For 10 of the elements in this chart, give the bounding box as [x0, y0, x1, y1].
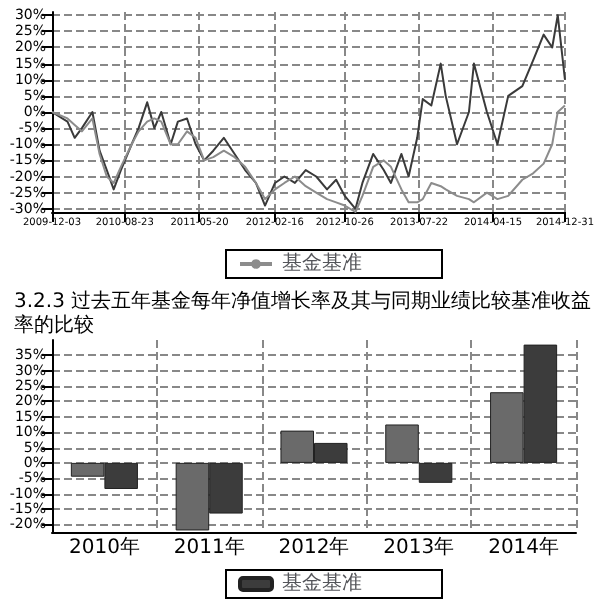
chart-title: 3.2.3 过去五年基金每年净值增长率及其与同期业绩比较基准收益率的比较: [14, 289, 592, 337]
x-tick-label: 2010年: [68, 535, 140, 559]
bar: [385, 424, 419, 463]
bar: [418, 462, 453, 483]
legend-label: 基金基准: [282, 571, 362, 595]
x-tick-label: 2011年: [173, 535, 245, 559]
x-tick-label: 2014年: [488, 535, 560, 559]
legend-label: 基金基准: [282, 251, 362, 275]
x-tick-label: 2012年: [278, 535, 350, 559]
x-tick-label: 2013年: [383, 535, 455, 559]
